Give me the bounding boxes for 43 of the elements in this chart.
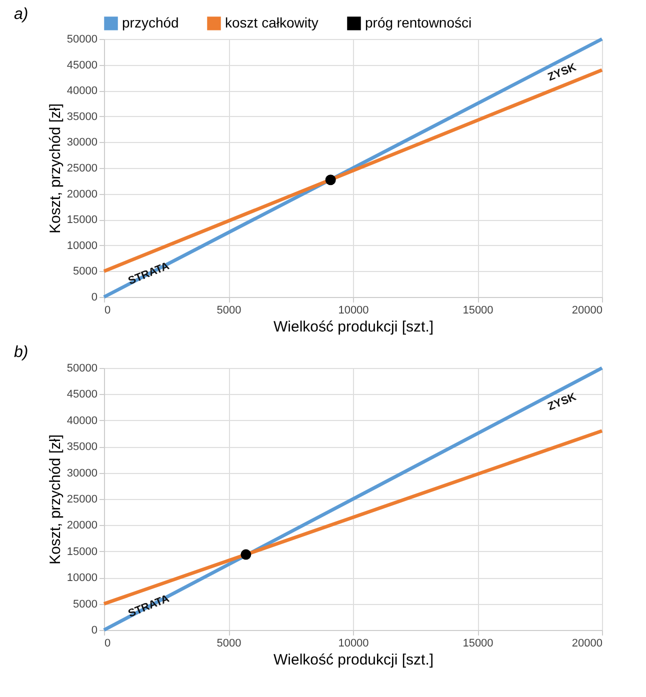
y-tick-label: 0 <box>91 624 98 636</box>
x-tick-label: 10000 <box>338 638 369 650</box>
x-tick-label: 0 <box>104 304 111 316</box>
y-tick-label: 40000 <box>66 414 98 427</box>
y-axis-title: Koszt, przychód [zł] <box>46 103 64 234</box>
y-tick-label: 20000 <box>66 520 98 532</box>
y-tick-label: 30000 <box>66 467 98 480</box>
x-tick-label: 0 <box>104 638 111 650</box>
y-tick-label: 45000 <box>66 388 98 401</box>
y-tick-label: 5000 <box>73 598 98 610</box>
y-tick-label: 25000 <box>66 494 98 506</box>
y-tick-label: 15000 <box>66 214 98 226</box>
x-tick-label: 15000 <box>462 304 494 316</box>
x-tick-label: 20000 <box>572 304 602 316</box>
y-tick-label: 10000 <box>66 240 98 252</box>
y-axis-title: Koszt, przychód [zł] <box>46 434 64 565</box>
x-tick-label: 20000 <box>572 638 602 650</box>
y-tick-label: 35000 <box>66 441 98 454</box>
x-tick-label: 5000 <box>216 638 242 650</box>
annotation: ZYSK <box>546 61 578 84</box>
x-tick-label: 15000 <box>462 638 494 650</box>
y-tick-label: 10000 <box>66 572 98 584</box>
x-tick-label: 5000 <box>216 304 242 316</box>
y-tick-label: 45000 <box>66 59 98 72</box>
y-tick-label: 15000 <box>66 546 98 558</box>
y-tick-label: 40000 <box>66 85 98 98</box>
legend-label: przychód <box>122 14 179 30</box>
y-tick-label: 20000 <box>66 188 98 200</box>
x-tick-label: 10000 <box>338 304 369 316</box>
y-tick-label: 5000 <box>73 266 98 278</box>
y-tick-label: 50000 <box>66 362 98 374</box>
y-tick-label: 0 <box>91 292 98 304</box>
y-tick-label: 35000 <box>66 110 98 123</box>
x-axis-title: Wielkość produkcji [szt.] <box>273 652 434 668</box>
y-tick-label: 25000 <box>66 162 98 174</box>
legend-label: koszt całkowity <box>225 14 318 30</box>
annotation: ZYSK <box>546 390 578 414</box>
chart-title: a) <box>14 6 28 23</box>
y-tick-label: 30000 <box>66 136 98 149</box>
x-axis-title: Wielkość produkcji [szt.] <box>273 318 434 336</box>
chart-title: b) <box>14 344 28 361</box>
y-tick-label: 50000 <box>66 34 98 46</box>
legend-label: próg rentowności <box>365 14 472 30</box>
